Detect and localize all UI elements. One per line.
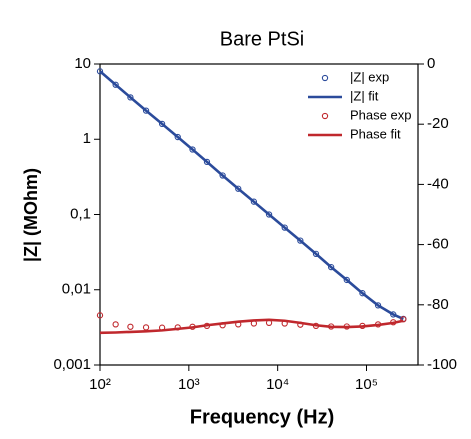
y-tick-label: 0,1 (70, 205, 91, 222)
data-point (127, 323, 134, 330)
data-point (112, 321, 119, 328)
data-point (374, 302, 382, 309)
y2-tick-label: -60 (427, 236, 449, 253)
data-point (327, 263, 335, 271)
y2-tick-label: -40 (427, 175, 449, 192)
data-point (219, 172, 226, 179)
fit-line (99, 318, 404, 335)
legend-label: Phase exp (350, 107, 411, 122)
legend-label: |Z| fit (350, 88, 379, 103)
legend-label: |Z| exp (350, 69, 389, 84)
y2-tick-label: -20 (427, 115, 449, 132)
legend-swatch (321, 112, 329, 120)
data-point (312, 250, 320, 257)
x-tick-label: 10³ (178, 376, 200, 393)
y-tick-label: 10 (74, 55, 91, 72)
data-point (343, 276, 350, 284)
data-point (96, 68, 104, 75)
data-point (265, 211, 273, 218)
data-point (112, 81, 119, 88)
data-point (281, 224, 288, 231)
y2-tick-label: -100 (427, 356, 457, 373)
x-tick-label: 10² (89, 376, 111, 393)
data-point (142, 324, 150, 331)
data-point (235, 185, 242, 192)
y2-tick-label: -80 (427, 296, 449, 313)
data-point (96, 312, 104, 319)
data-point (297, 237, 304, 244)
x-tick-label: 10⁵ (355, 376, 378, 393)
data-point (189, 146, 196, 153)
data-point (142, 107, 150, 114)
x-tick-label: 10⁴ (266, 376, 289, 393)
data-point (158, 120, 166, 128)
y-tick-label: 0,01 (62, 281, 91, 298)
fit-line (99, 70, 404, 321)
legend-swatch (321, 74, 329, 82)
data-point (174, 133, 181, 141)
chart-title: Bare PtSi (220, 28, 304, 50)
y-axis-label: |Z| (MOhm) (21, 168, 41, 262)
data-point (203, 158, 211, 166)
y2-tick-label: 0 (427, 55, 435, 72)
data-point (250, 198, 258, 205)
legend-label: Phase fit (350, 126, 401, 141)
data-point (127, 94, 134, 101)
y-tick-label: 0,001 (53, 356, 91, 373)
y-tick-label: 1 (83, 130, 91, 147)
x-axis-label: Frequency (Hz) (190, 406, 334, 428)
data-point (359, 290, 366, 297)
